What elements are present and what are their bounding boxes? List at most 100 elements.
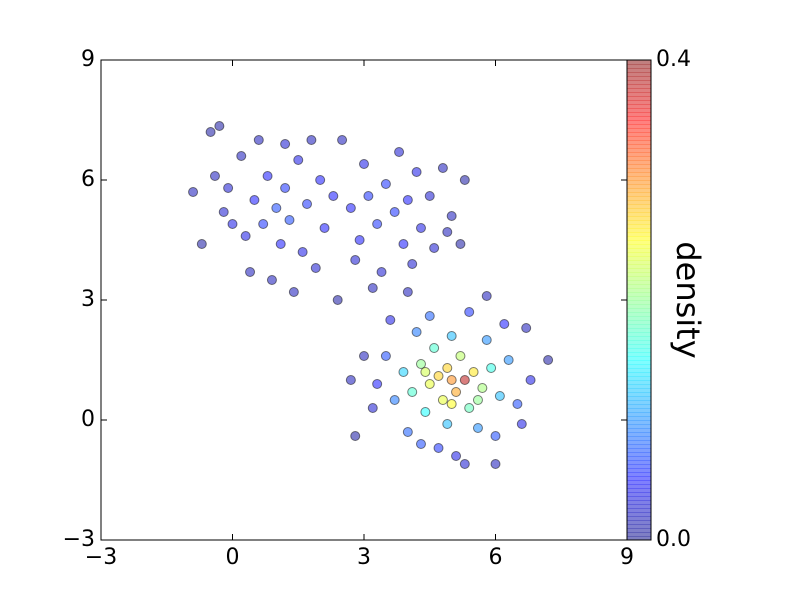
- point: [345, 375, 356, 385]
- colorbar-swatch: [627, 364, 651, 369]
- point: [188, 187, 199, 197]
- colorbar-swatch: [627, 388, 651, 393]
- point: [415, 223, 426, 233]
- colorbar-swatch: [627, 280, 651, 285]
- point: [455, 239, 466, 249]
- colorbar-swatch: [627, 496, 651, 501]
- point: [315, 175, 326, 185]
- point: [446, 375, 457, 385]
- point: [433, 371, 444, 381]
- point: [459, 459, 470, 469]
- colorbar-swatch: [627, 272, 651, 277]
- point: [424, 379, 435, 389]
- colorbar-swatch: [627, 224, 651, 229]
- colorbar-swatch: [627, 76, 651, 81]
- point: [451, 387, 462, 397]
- colorbar-swatch: [627, 404, 651, 409]
- colorbar-swatch: [627, 516, 651, 521]
- colorbar-swatch: [627, 172, 651, 177]
- point: [275, 239, 286, 249]
- point: [319, 223, 330, 233]
- colorbar-swatch: [627, 72, 651, 77]
- colorbar-swatch: [627, 440, 651, 445]
- colorbar-swatch: [627, 452, 651, 457]
- colorbar-swatch: [627, 240, 651, 245]
- point: [442, 419, 453, 429]
- colorbar-swatch: [627, 304, 651, 309]
- point: [543, 355, 554, 365]
- colorbar-swatch: [627, 152, 651, 157]
- point: [472, 423, 483, 433]
- point: [490, 431, 501, 441]
- colorbar-swatch: [627, 180, 651, 185]
- point: [367, 283, 378, 293]
- points: [188, 121, 554, 469]
- point: [271, 203, 282, 213]
- point: [280, 139, 291, 149]
- colorbar-swatch: [627, 276, 651, 281]
- colorbar-swatch: [627, 460, 651, 465]
- point: [249, 195, 260, 205]
- point: [398, 367, 409, 377]
- point: [398, 239, 409, 249]
- colorbar-swatch: [627, 144, 651, 149]
- colorbar-swatch: [627, 524, 651, 529]
- x-tick-label: 6: [489, 545, 503, 570]
- point: [306, 135, 317, 145]
- colorbar-swatch: [627, 100, 651, 105]
- colorbar-swatch: [627, 344, 651, 349]
- point: [464, 403, 475, 413]
- point: [359, 351, 369, 361]
- colorbar-swatch: [627, 252, 651, 257]
- colorbar-swatch: [627, 484, 651, 489]
- point: [459, 375, 470, 385]
- point: [481, 335, 492, 345]
- point: [262, 171, 273, 181]
- colorbar-swatch: [627, 148, 651, 153]
- colorbar-swatch: [627, 128, 651, 133]
- point: [380, 179, 391, 189]
- colorbar-swatch: [627, 160, 651, 165]
- colorbar-swatch: [627, 472, 651, 477]
- point: [328, 191, 339, 201]
- point: [380, 351, 391, 361]
- colorbar-swatch: [627, 216, 651, 221]
- point: [472, 395, 483, 405]
- colorbar-swatch: [627, 104, 651, 109]
- colorbar-swatch: [627, 528, 651, 533]
- colorbar-swatch: [627, 368, 651, 373]
- x-tick-label: −3: [85, 545, 117, 570]
- point: [521, 323, 532, 333]
- point: [196, 239, 207, 249]
- point: [424, 311, 435, 321]
- point: [376, 267, 387, 277]
- colorbar-swatch: [627, 476, 651, 481]
- point: [420, 367, 431, 377]
- point: [310, 263, 321, 273]
- point: [205, 127, 216, 137]
- point: [429, 243, 440, 253]
- point: [455, 351, 466, 361]
- colorbar-swatch: [627, 68, 651, 73]
- point: [429, 343, 440, 353]
- point: [490, 459, 501, 469]
- point: [415, 439, 426, 449]
- x-tick-label: 0: [226, 545, 240, 570]
- point: [424, 191, 435, 201]
- colorbar-swatch: [627, 168, 651, 173]
- colorbar-swatch: [627, 500, 651, 505]
- point: [389, 395, 400, 405]
- colorbar-swatch: [627, 348, 651, 353]
- colorbar-swatch: [627, 92, 651, 97]
- colorbar-swatch: [627, 124, 651, 129]
- point: [437, 395, 448, 405]
- colorbar-swatch: [627, 356, 651, 361]
- point: [359, 159, 369, 169]
- colorbar-swatch: [627, 352, 651, 357]
- colorbar-swatch: [627, 332, 651, 337]
- colorbar-swatch: [627, 96, 651, 101]
- point: [332, 295, 343, 305]
- point: [477, 383, 488, 393]
- y-tick-label: 0: [81, 407, 95, 432]
